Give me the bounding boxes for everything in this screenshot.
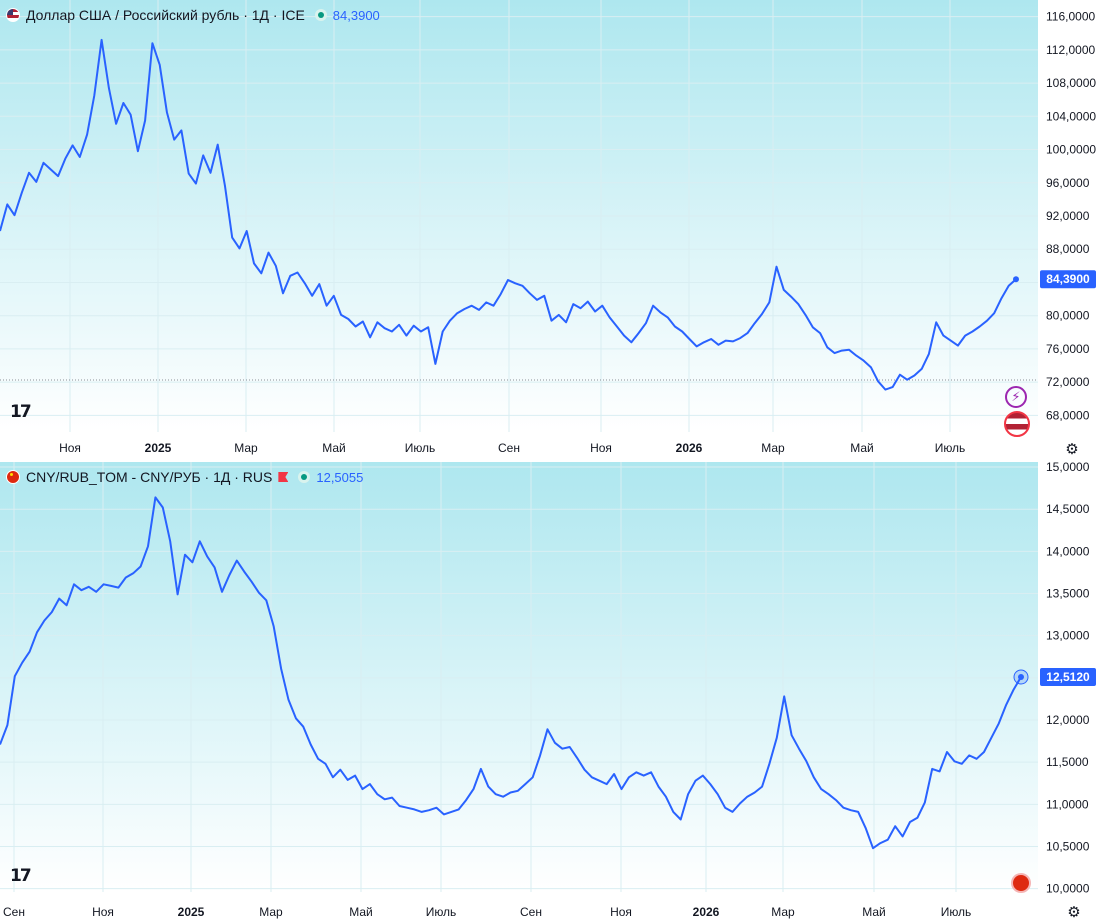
- y-tick-label: 15,0000: [1046, 460, 1090, 474]
- y-tick-label: 104,0000: [1046, 109, 1096, 123]
- x-tick-label: Сен: [3, 905, 25, 919]
- price-series-line[interactable]: [0, 38, 1017, 391]
- price-badge[interactable]: 84,3900: [1040, 270, 1096, 289]
- y-tick-label: 108,0000: [1046, 76, 1096, 90]
- cny-rub-legend[interactable]: CNY/RUB_TOM - CNY/РУБ · 1Д · RUS 12,5055: [6, 467, 363, 487]
- price-badge-bg: [1040, 270, 1096, 289]
- x-tick-label: Ноя: [610, 905, 632, 919]
- tradingview-logo[interactable]: 17: [10, 866, 32, 886]
- x-tick-label: Мар: [234, 441, 258, 455]
- us-flag-icon: [6, 8, 20, 22]
- price-series-line[interactable]: [0, 496, 1022, 850]
- y-tick-label: 88,0000: [1046, 242, 1090, 256]
- usd-rub-last-value: 84,3900: [332, 7, 380, 23]
- x-tick-label: Сен: [498, 441, 520, 455]
- settings-gear-icon[interactable]: ⚙: [1065, 441, 1079, 458]
- tradingview-logo[interactable]: 17: [10, 402, 32, 422]
- x-tick-label: Май: [850, 441, 874, 455]
- red-flag-icon[interactable]: [278, 472, 289, 482]
- y-tick-label: 11,0000: [1046, 797, 1089, 811]
- china-flag-icon: [6, 470, 20, 484]
- y-tick-label: 11,5000: [1046, 755, 1089, 769]
- cny-rub-plot-area[interactable]: [0, 462, 1038, 892]
- price-badge[interactable]: 12,5120: [1040, 668, 1096, 686]
- y-tick-label: 100,0000: [1046, 143, 1096, 157]
- price-badge-bg: [1040, 668, 1096, 686]
- x-tick-label: Ноя: [590, 441, 612, 455]
- y-tick-label: 112,0000: [1046, 43, 1095, 57]
- y-tick-label: 13,5000: [1046, 587, 1090, 601]
- usd-rub-title: Доллар США / Российский рубль · 1Д · ICE: [26, 7, 305, 23]
- y-tick-label: 14,0000: [1046, 544, 1090, 558]
- lightning-icon[interactable]: ⚡: [1005, 386, 1027, 408]
- y-tick-label: 12,0000: [1046, 713, 1090, 727]
- y-tick-label: 80,0000: [1046, 309, 1090, 323]
- usd-rub-chart[interactable]: 116,0000 112,0000 108,0000 104,0000 100,0000…: [0, 0, 1104, 462]
- last-price-point[interactable]: [1013, 276, 1019, 283]
- x-tick-label: 2025: [178, 905, 205, 919]
- x-tick-label: Май: [862, 905, 886, 919]
- x-tick-label: Мар: [771, 905, 795, 919]
- x-tick-label: Июль: [941, 905, 972, 919]
- price-badge-label: 84,3900: [1046, 272, 1090, 286]
- x-tick-label: Ноя: [92, 905, 114, 919]
- x-tick-label: Май: [349, 905, 373, 919]
- cny-rub-last-value: 12,5055: [316, 469, 364, 485]
- price-badge-label: 12,5120: [1046, 670, 1090, 684]
- y-tick-label: 116,0000: [1046, 10, 1095, 24]
- cny-rub-chart[interactable]: 15,0000 14,5000 14,0000 13,5000 13,0000 12,50…: [0, 460, 1104, 924]
- x-tick-label: Июль: [405, 441, 436, 455]
- x-tick-label: Сен: [520, 905, 542, 919]
- y-tick-label: 13,0000: [1046, 629, 1090, 643]
- us-flag-event-icon[interactable]: [1004, 411, 1030, 437]
- settings-gear-icon[interactable]: ⚙: [1067, 904, 1081, 921]
- y-tick-label: 10,5000: [1046, 839, 1090, 853]
- y-tick-label: 92,0000: [1046, 209, 1090, 223]
- x-tick-label: 2026: [693, 905, 720, 919]
- x-tick-label: Июль: [935, 441, 966, 455]
- x-tick-label: Июль: [426, 905, 457, 919]
- china-flag-event-icon[interactable]: [1011, 873, 1031, 893]
- y-tick-label: 10,0000: [1046, 882, 1090, 896]
- y-tick-label: 68,0000: [1046, 408, 1090, 422]
- x-tick-label: Мар: [259, 905, 283, 919]
- usd-rub-chart-pane[interactable]: 116,0000 112,0000 108,0000 104,0000 100,0000…: [0, 0, 1104, 462]
- x-tick-label: Мар: [761, 441, 785, 455]
- x-tick-label: Май: [322, 441, 346, 455]
- x-tick-label: 2025: [145, 441, 172, 455]
- y-tick-label: 72,0000: [1046, 375, 1090, 389]
- market-status-icon[interactable]: [314, 9, 327, 21]
- y-tick-label: 14,5000: [1046, 502, 1090, 516]
- cny-rub-title: CNY/RUB_TOM - CNY/РУБ · 1Д · RUS: [26, 469, 273, 485]
- x-tick-label: Ноя: [59, 441, 81, 455]
- y-tick-label: 96,0000: [1046, 176, 1090, 190]
- cny-rub-chart-pane[interactable]: 15,0000 14,5000 14,0000 13,5000 13,0000 12,50…: [0, 460, 1104, 924]
- market-status-icon[interactable]: [298, 471, 311, 483]
- y-tick-label: 76,0000: [1046, 342, 1090, 356]
- last-price-point[interactable]: [1018, 674, 1024, 680]
- x-tick-label: 2026: [676, 441, 703, 455]
- usd-rub-legend[interactable]: Доллар США / Российский рубль · 1Д · ICE…: [6, 5, 380, 25]
